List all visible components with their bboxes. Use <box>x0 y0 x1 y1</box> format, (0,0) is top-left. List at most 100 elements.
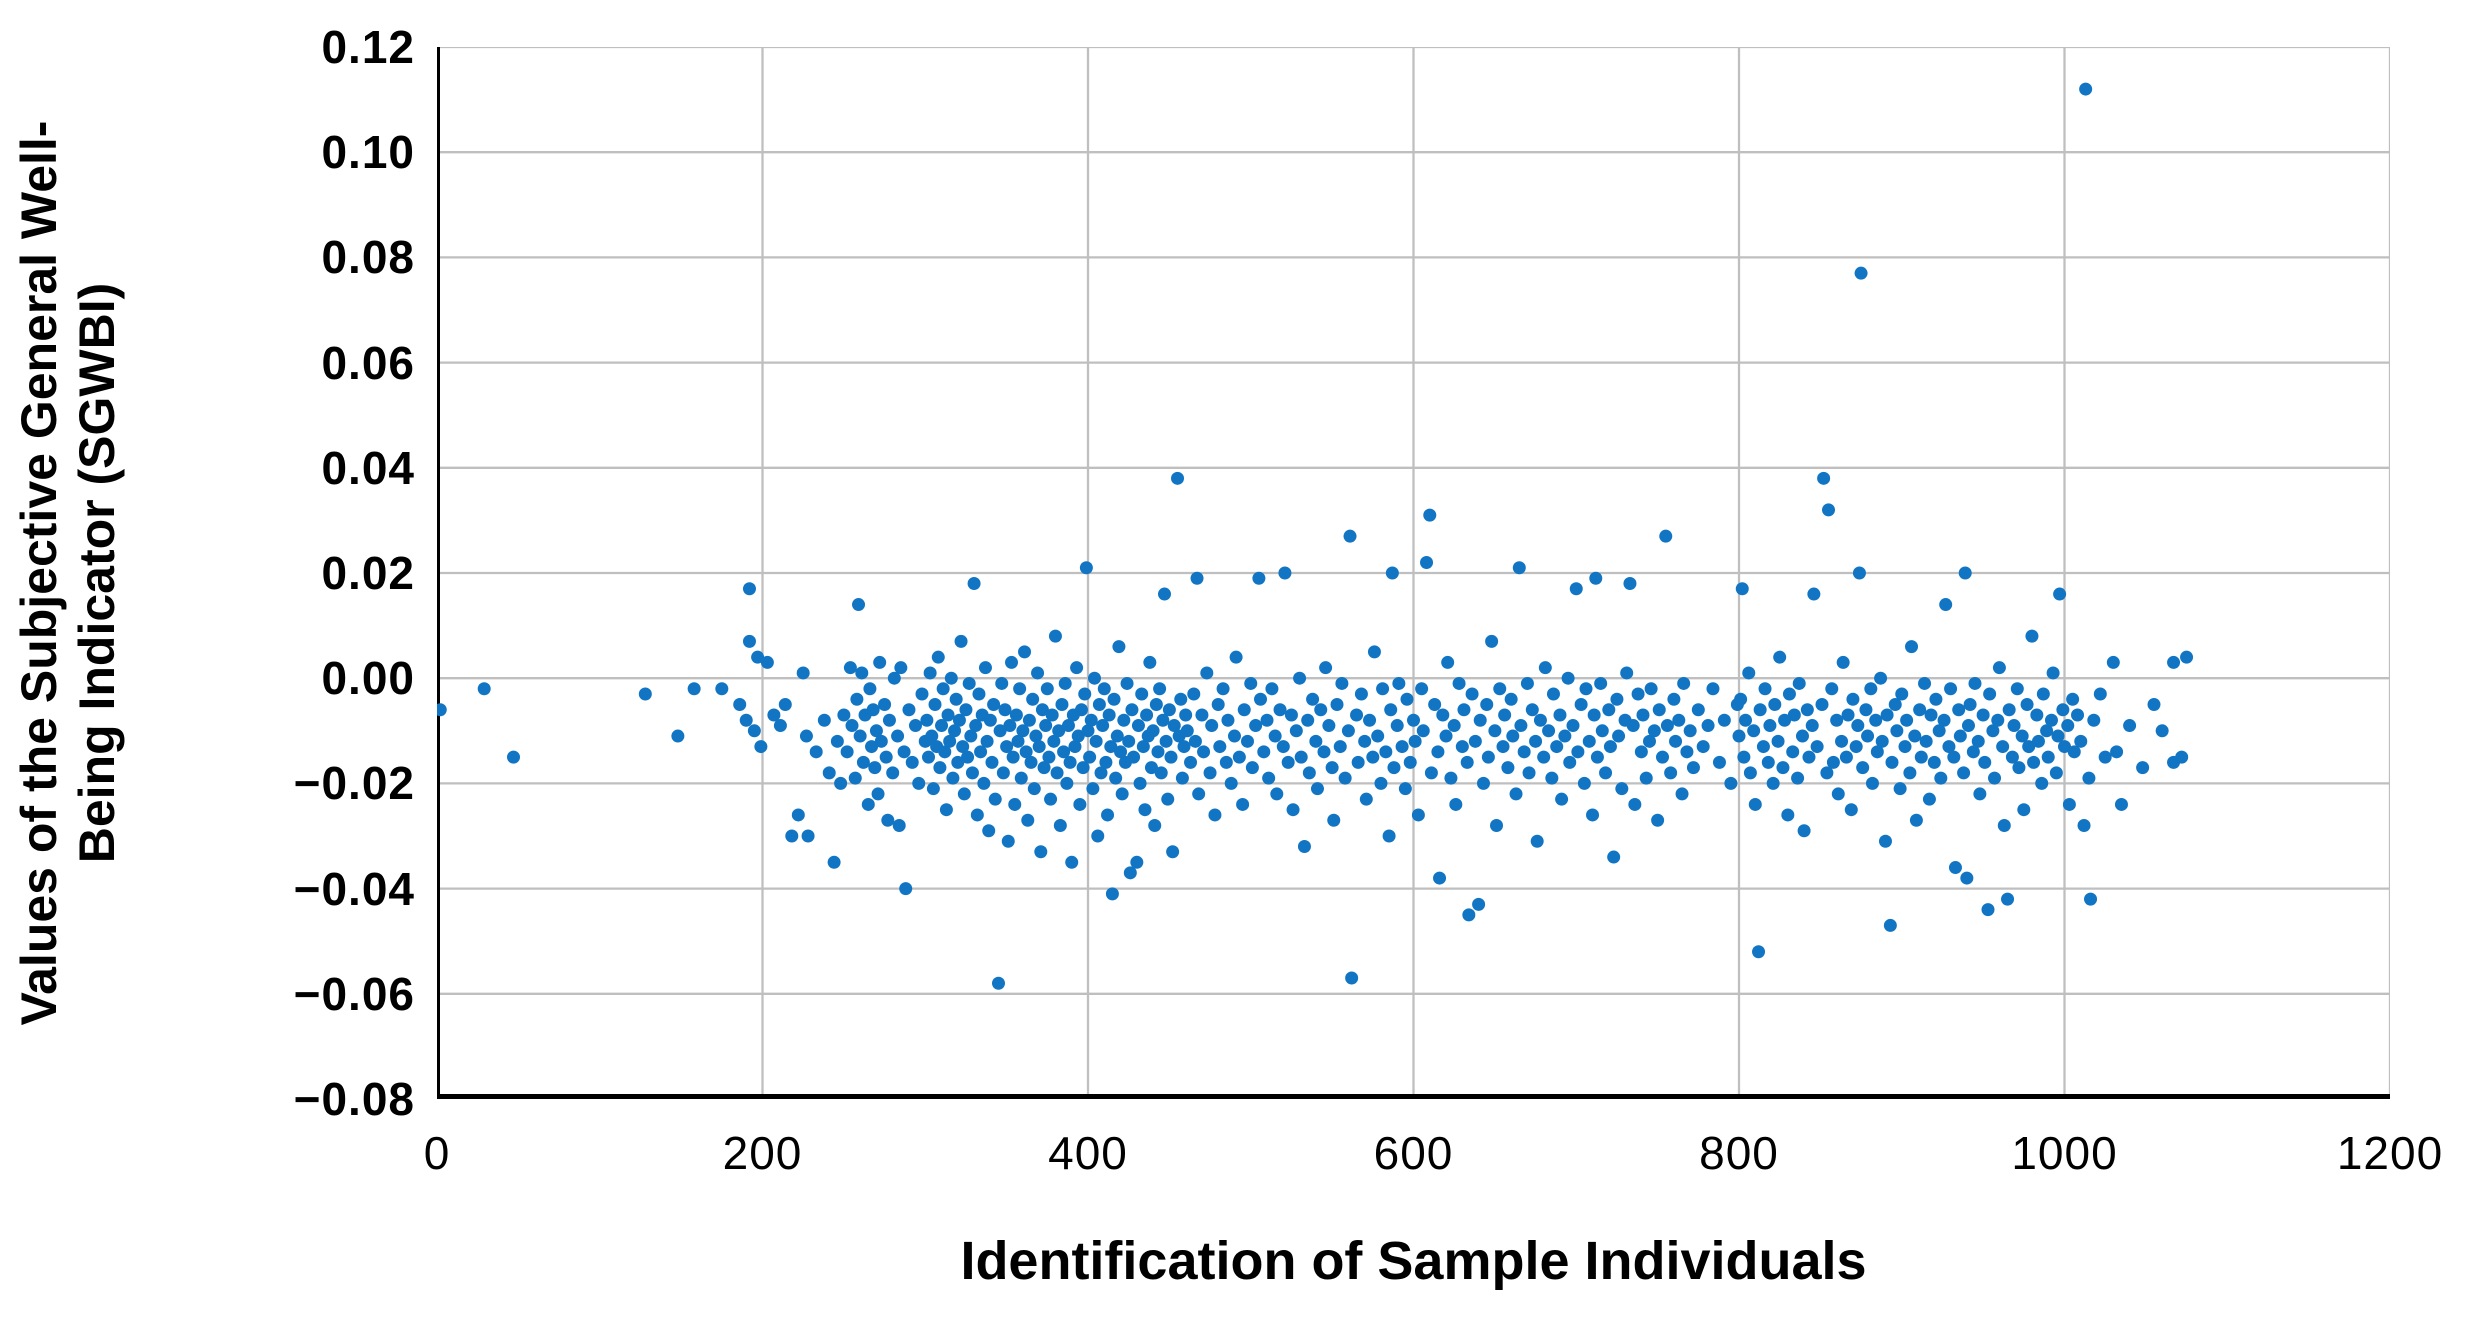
scatter-point <box>1044 792 1058 806</box>
scatter-point <box>962 676 976 690</box>
scatter-point <box>1084 713 1098 727</box>
scatter-point <box>1273 703 1287 717</box>
scatter-point <box>2082 771 2096 785</box>
scatter-point <box>715 682 729 696</box>
scatter-point <box>1480 698 1494 711</box>
scatter-point <box>1268 729 1282 743</box>
scatter-point <box>1859 703 1873 717</box>
scatter-point <box>1473 713 1487 727</box>
scatter-point <box>1254 692 1268 706</box>
scatter-point <box>1123 866 1137 880</box>
scatter-point <box>1221 713 1235 727</box>
scatter-point <box>742 634 756 648</box>
scatter-point <box>1310 782 1324 796</box>
scatter-point <box>865 740 879 754</box>
scatter-point <box>1615 782 1629 796</box>
x-tick-label: 200 <box>722 1127 803 1179</box>
scatter-point <box>1078 687 1092 701</box>
scatter-point <box>1766 776 1780 790</box>
scatter-point <box>1180 724 1194 738</box>
scatter-point <box>1810 740 1824 754</box>
scatter-point <box>1514 719 1528 733</box>
scatter-point <box>1656 750 1670 764</box>
scatter-point <box>1130 855 1144 869</box>
scatter-point <box>1390 719 1404 733</box>
scatter-point <box>1878 834 1892 848</box>
scatter-point <box>2147 698 2161 711</box>
scatter-point <box>1831 787 1845 801</box>
scatter-point <box>1205 719 1219 733</box>
scatter-point <box>936 682 950 696</box>
scatter-point <box>2074 734 2088 748</box>
scatter-point <box>1870 745 1884 759</box>
scatter-point <box>948 724 962 738</box>
scatter-point <box>1366 750 1380 764</box>
scatter-point <box>2061 719 2075 733</box>
scatter-point <box>935 719 949 733</box>
scatter-point <box>1647 724 1661 738</box>
scatter-point <box>1864 682 1878 696</box>
scatter-point <box>964 729 978 743</box>
scatter-point <box>1387 761 1401 775</box>
scatter-point <box>852 598 866 612</box>
scatter-point <box>1350 708 1364 722</box>
scatter-point <box>1027 782 1041 796</box>
scatter-point <box>822 766 836 780</box>
scatter-point <box>1156 713 1170 727</box>
scatter-point <box>1061 719 1075 733</box>
scatter-point <box>1029 729 1043 743</box>
scatter-point <box>1610 692 1624 706</box>
scatter-point <box>1802 750 1816 764</box>
scatter-point <box>980 734 994 748</box>
scatter-point <box>1322 719 1336 733</box>
scatter-point <box>1574 698 1588 711</box>
scatter-point <box>2051 729 2065 743</box>
scatter-point <box>1587 708 1601 722</box>
scatter-point <box>1120 676 1134 690</box>
scatter-point <box>1122 734 1136 748</box>
scatter-point <box>1895 687 1909 701</box>
scatter-point <box>1706 682 1720 696</box>
scatter-point <box>1937 713 1951 727</box>
scatter-point <box>1768 698 1782 711</box>
scatter-point <box>1626 719 1640 733</box>
scatter-point <box>1110 729 1124 743</box>
scatter-point <box>1488 724 1502 738</box>
scatter-point <box>1407 713 1420 727</box>
scatter-point <box>2010 682 2024 696</box>
scatter-point <box>1595 724 1609 738</box>
scatter-point <box>2025 629 2039 643</box>
scatter-point <box>773 719 787 733</box>
scatter-point <box>1932 724 1946 738</box>
scatter-point <box>1127 750 1141 764</box>
scatter-point <box>1125 703 1139 717</box>
scatter-point <box>1000 740 1014 754</box>
scatter-point <box>1262 771 1276 785</box>
scatter-point <box>1826 755 1840 769</box>
scatter-point <box>915 687 929 701</box>
scatter-point <box>1284 708 1298 722</box>
scatter-point <box>1317 745 1331 759</box>
scatter-point <box>834 776 848 790</box>
scatter-point <box>1190 571 1204 585</box>
scatter-point <box>1852 566 1866 580</box>
scatter-point <box>1905 640 1919 654</box>
scatter-point <box>2046 666 2060 680</box>
scatter-point <box>1686 761 1700 775</box>
scatter-point <box>1335 676 1349 690</box>
scatter-point <box>1525 703 1539 717</box>
scatter-point <box>1890 724 1904 738</box>
scatter-point <box>933 761 947 775</box>
y-tick-label: 0.12 <box>321 21 415 73</box>
scatter-point <box>861 797 875 811</box>
scatter-point <box>985 755 999 769</box>
scatter-point <box>1099 755 1113 769</box>
scatter-point <box>1529 734 1543 748</box>
scatter-point <box>1865 776 1879 790</box>
scatter-point <box>1800 703 1814 717</box>
scatter-point <box>1035 703 1049 717</box>
scatter-point <box>1468 734 1482 748</box>
scatter-point <box>1753 703 1767 717</box>
scatter-point <box>1874 671 1888 685</box>
plot-area <box>437 47 2390 1099</box>
